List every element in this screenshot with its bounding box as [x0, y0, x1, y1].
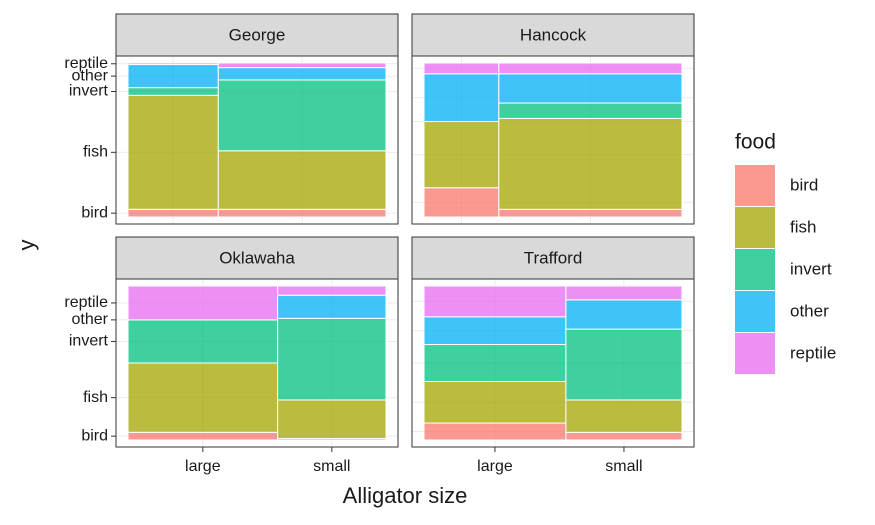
legend-key — [735, 249, 775, 290]
y-tick-label: other — [72, 311, 109, 328]
legend-label: invert — [790, 259, 832, 278]
mosaic-tile — [127, 285, 279, 321]
y-tick-label: fish — [83, 144, 108, 161]
mosaic-tile — [565, 328, 683, 401]
mosaic-tile — [127, 208, 219, 218]
legend-key — [735, 333, 775, 374]
y-tick-label: reptile — [64, 55, 108, 72]
mosaic-tile — [277, 317, 387, 401]
mosaic-tile — [127, 362, 279, 433]
mosaic-tile — [127, 64, 219, 89]
x-tick-label: large — [185, 458, 221, 475]
mosaic-tile — [127, 431, 279, 441]
legend-label: reptile — [790, 343, 836, 362]
mosaic-tile — [423, 62, 500, 75]
mosaic-tile — [127, 62, 219, 66]
strip-label: Oklawaha — [219, 248, 295, 267]
y-tick-label: bird — [81, 204, 108, 221]
y-tick-label: invert — [69, 83, 109, 100]
panel-border — [115, 55, 399, 225]
legend-label: bird — [790, 175, 818, 194]
panel-border — [115, 278, 399, 448]
y-axis-title: y — [14, 240, 39, 251]
mosaic-tile — [498, 62, 683, 75]
panel-border — [411, 55, 695, 225]
y-tick-label: fish — [83, 389, 108, 406]
strip-label: Trafford — [524, 248, 583, 267]
mosaic-tile — [423, 422, 567, 441]
mosaic-tile — [423, 121, 500, 189]
mosaic-tile — [565, 285, 683, 301]
legend-key — [735, 165, 775, 206]
mosaic-tile — [565, 399, 683, 433]
mosaic-tile — [565, 431, 683, 441]
x-tick-label: large — [477, 458, 513, 475]
mosaic-tile — [127, 87, 219, 96]
strip-label: George — [229, 25, 286, 44]
strip — [115, 13, 399, 57]
mosaic-tile — [277, 399, 387, 439]
mosaic-tile — [423, 380, 567, 424]
legend-key — [735, 291, 775, 332]
strip — [115, 236, 399, 280]
mosaic-tile — [217, 208, 387, 218]
y-tick-label: other — [72, 67, 109, 84]
y-tick-label: bird — [81, 427, 108, 444]
strip-label: Hancock — [520, 25, 587, 44]
legend-key — [735, 207, 775, 248]
legend-label: fish — [790, 217, 816, 236]
mosaic-tile — [423, 187, 500, 218]
x-axis-title: Alligator size — [343, 483, 468, 508]
strip — [411, 13, 695, 57]
strip — [411, 236, 695, 280]
mosaic-tile — [277, 294, 387, 319]
mosaic-tile — [423, 73, 500, 123]
mosaic-tile — [423, 285, 567, 318]
mosaic-tile — [217, 150, 387, 210]
x-tick-label: small — [605, 458, 642, 475]
legend-title: food — [735, 131, 776, 154]
legend-label: other — [790, 301, 829, 320]
mosaic-tile — [217, 67, 387, 81]
mosaic-tile — [498, 102, 683, 119]
y-tick-label: invert — [69, 333, 109, 350]
x-tick-label: small — [313, 458, 350, 475]
mosaic-tile — [217, 79, 387, 152]
mosaic-tile — [565, 299, 683, 330]
mosaic-tile — [498, 208, 683, 218]
mosaic-tile — [498, 117, 683, 210]
y-tick-label: reptile — [64, 294, 108, 311]
mosaic-tile — [498, 73, 683, 104]
mosaic-tile — [217, 62, 387, 69]
panel-border — [411, 278, 695, 448]
mosaic-tile — [277, 285, 387, 296]
mosaic-tile — [127, 319, 279, 364]
mosaic-tile — [423, 316, 567, 346]
mosaic-tile — [127, 94, 219, 210]
mosaic-tile — [423, 344, 567, 382]
